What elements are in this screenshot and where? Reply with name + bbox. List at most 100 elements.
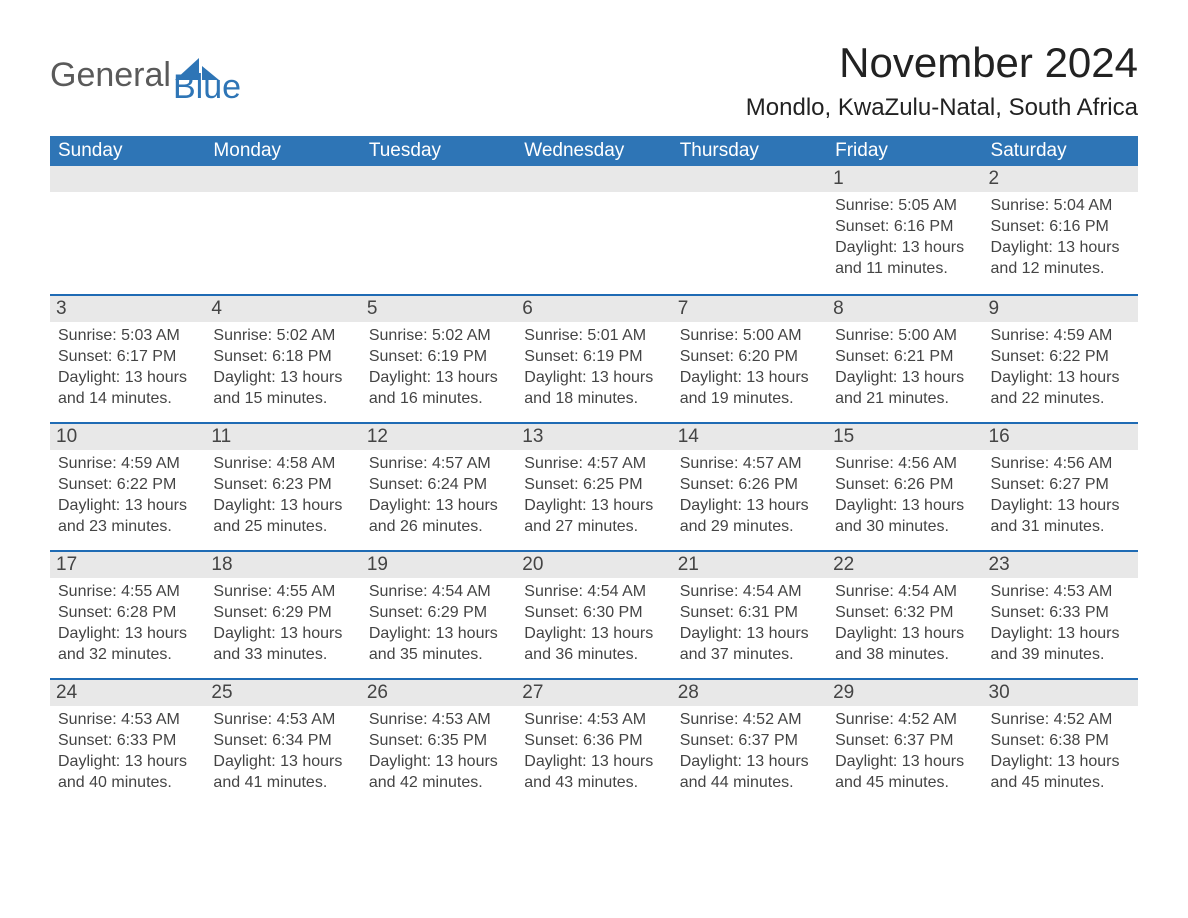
sunset-text: Sunset: 6:16 PM (991, 217, 1130, 238)
sunrise-text: Sunrise: 4:53 AM (524, 710, 663, 731)
daylight-text: Daylight: 13 hours and 42 minutes. (369, 752, 508, 794)
sunrise-text: Sunrise: 5:02 AM (213, 326, 352, 347)
day-info: Sunrise: 4:53 AMSunset: 6:35 PMDaylight:… (367, 710, 510, 793)
day-info: Sunrise: 5:00 AMSunset: 6:21 PMDaylight:… (833, 326, 976, 409)
daylight-text: Daylight: 13 hours and 16 minutes. (369, 368, 508, 410)
day-number: 12 (361, 422, 516, 450)
calendar-day-cell: 7Sunrise: 5:00 AMSunset: 6:20 PMDaylight… (672, 294, 827, 422)
calendar-day-cell (50, 166, 205, 294)
sunrise-text: Sunrise: 4:53 AM (991, 582, 1130, 603)
calendar-day-cell: 17 Sunrise: 4:55 AMSunset: 6:28 PMDayligh… (50, 550, 205, 678)
sunset-text: Sunset: 6:33 PM (991, 603, 1130, 624)
day-info: Sunrise: 4:52 AMSunset: 6:38 PMDaylight:… (989, 710, 1132, 793)
daylight-text: Daylight: 13 hours and 31 minutes. (991, 496, 1130, 538)
day-info: Sunrise: 4:52 AMSunset: 6:37 PMDaylight:… (678, 710, 821, 793)
calendar-day-cell: 30Sunrise: 4:52 AMSunset: 6:38 PMDayligh… (983, 678, 1138, 806)
day-number: 17 (50, 550, 205, 578)
sunrise-text: Sunrise: 4:55 AM (213, 582, 352, 603)
day-number: 19 (361, 550, 516, 578)
sunrise-text: Sunrise: 4:53 AM (369, 710, 508, 731)
daylight-text: Daylight: 13 hours and 40 minutes. (58, 752, 197, 794)
day-number: 15 (827, 422, 982, 450)
title-block: November 2024 Mondlo, KwaZulu-Natal, Sou… (746, 40, 1138, 122)
sunrise-text: Sunrise: 4:53 AM (58, 710, 197, 731)
day-info: Sunrise: 4:54 AMSunset: 6:30 PMDaylight:… (522, 582, 665, 665)
calendar-day-cell: 20Sunrise: 4:54 AMSunset: 6:30 PMDayligh… (516, 550, 671, 678)
calendar-day-cell: 15Sunrise: 4:56 AMSunset: 6:26 PMDayligh… (827, 422, 982, 550)
calendar-day-cell: 6 Sunrise: 5:01 AMSunset: 6:19 PMDaylight… (516, 294, 671, 422)
day-number: 2 (983, 166, 1138, 192)
sunset-text: Sunset: 6:22 PM (58, 475, 197, 496)
sunrise-text: Sunrise: 4:52 AM (835, 710, 974, 731)
weekday-header-row: SundayMondayTuesdayWednesdayThursdayFrid… (50, 136, 1138, 166)
day-info: Sunrise: 5:02 AMSunset: 6:18 PMDaylight:… (211, 326, 354, 409)
calendar-week-row: 10 Sunrise: 4:59 AMSunset: 6:22 PM Dayligh… (50, 422, 1138, 550)
day-number: 13 (516, 422, 671, 450)
calendar-page: General Blue November 2024 Mondlo, KwaZu… (0, 0, 1188, 918)
calendar-day-cell: 12Sunrise: 4:57 AMSunset: 6:24 PMDayligh… (361, 422, 516, 550)
weekday-header: Sunday (50, 136, 205, 166)
daylight-text: Daylight: 13 hours and 41 minutes. (213, 752, 352, 794)
day-number: 21 (672, 550, 827, 578)
daylight-text: Daylight: 13 hours and 22 minutes. (991, 368, 1130, 410)
calendar-day-cell (516, 166, 671, 294)
sunrise-text: Sunrise: 5:03 AM (58, 326, 197, 347)
daylight-text: Daylight: 13 hours and 11 minutes. (835, 238, 974, 280)
day-number: 14 (672, 422, 827, 450)
sunrise-text: Sunrise: 5:04 AM (991, 196, 1130, 217)
calendar-week-row: 24Sunrise: 4:53 AMSunset: 6:33 PMDayligh… (50, 678, 1138, 806)
sunset-text: Sunset: 6:33 PM (58, 731, 197, 752)
sunrise-text: Sunrise: 5:00 AM (835, 326, 974, 347)
day-number: 8 (827, 294, 982, 322)
sunset-text: Sunset: 6:38 PM (991, 731, 1130, 752)
day-number: 7 (672, 294, 827, 322)
sunrise-text: Sunrise: 5:05 AM (835, 196, 974, 217)
calendar-day-cell: 29Sunrise: 4:52 AMSunset: 6:37 PMDayligh… (827, 678, 982, 806)
day-number: 3 (50, 294, 205, 322)
calendar-day-cell: 25Sunrise: 4:53 AMSunset: 6:34 PMDayligh… (205, 678, 360, 806)
calendar-day-cell: 5Sunrise: 5:02 AMSunset: 6:19 PMDaylight… (361, 294, 516, 422)
daylight-text: Daylight: 13 hours and 35 minutes. (369, 624, 508, 666)
location-subtitle: Mondlo, KwaZulu-Natal, South Africa (746, 94, 1138, 122)
day-number: 9 (983, 294, 1138, 322)
day-number: 11 (205, 422, 360, 450)
calendar-day-cell (672, 166, 827, 294)
month-title: November 2024 (746, 40, 1138, 86)
sunset-text: Sunset: 6:37 PM (680, 731, 819, 752)
sunset-text: Sunset: 6:29 PM (213, 603, 352, 624)
sunset-text: Sunset: 6:34 PM (213, 731, 352, 752)
sunrise-text: Sunrise: 4:54 AM (835, 582, 974, 603)
calendar-day-cell: 2 Sunrise: 5:04 AMSunset: 6:16 PMDaylight… (983, 166, 1138, 294)
sunrise-text: Sunrise: 4:57 AM (369, 454, 508, 475)
daylight-text: Daylight: 13 hours and 43 minutes. (524, 752, 663, 794)
day-number: 29 (827, 678, 982, 706)
calendar-table: SundayMondayTuesdayWednesdayThursdayFrid… (50, 136, 1138, 806)
calendar-day-cell (205, 166, 360, 294)
header-row: General Blue November 2024 Mondlo, KwaZu… (50, 40, 1138, 122)
sunrise-text: Sunrise: 4:59 AM (58, 454, 197, 475)
day-number: 27 (516, 678, 671, 706)
calendar-week-row: 17 Sunrise: 4:55 AMSunset: 6:28 PMDayligh… (50, 550, 1138, 678)
daylight-text: Daylight: 13 hours and 33 minutes. (213, 624, 352, 666)
day-info: Sunrise: 4:53 AMSunset: 6:33 PMDaylight:… (56, 710, 199, 793)
day-info: Sunrise: 5:01 AMSunset: 6:19 PMDaylight:… (522, 326, 665, 409)
weekday-header: Thursday (672, 136, 827, 166)
sunset-text: Sunset: 6:19 PM (524, 347, 663, 368)
weekday-header: Tuesday (361, 136, 516, 166)
weekday-header: Saturday (983, 136, 1138, 166)
day-number: 10 (50, 422, 205, 450)
day-number: 26 (361, 678, 516, 706)
day-number: 5 (361, 294, 516, 322)
logo-word-blue: Blue (173, 70, 241, 104)
calendar-day-cell: 3Sunrise: 5:03 AMSunset: 6:17 PMDaylight… (50, 294, 205, 422)
day-number: 28 (672, 678, 827, 706)
calendar-day-cell: 19Sunrise: 4:54 AMSunset: 6:29 PMDayligh… (361, 550, 516, 678)
sunrise-text: Sunrise: 5:00 AM (680, 326, 819, 347)
day-info: Sunrise: 4:54 AMSunset: 6:32 PMDaylight:… (833, 582, 976, 665)
sunrise-text: Sunrise: 4:57 AM (680, 454, 819, 475)
day-number: 6 (516, 294, 671, 322)
sunset-text: Sunset: 6:35 PM (369, 731, 508, 752)
sunset-text: Sunset: 6:26 PM (835, 475, 974, 496)
day-info: Sunrise: 4:55 AMSunset: 6:28 PMDaylight:… (56, 582, 199, 665)
daylight-text: Daylight: 13 hours and 12 minutes. (991, 238, 1130, 280)
